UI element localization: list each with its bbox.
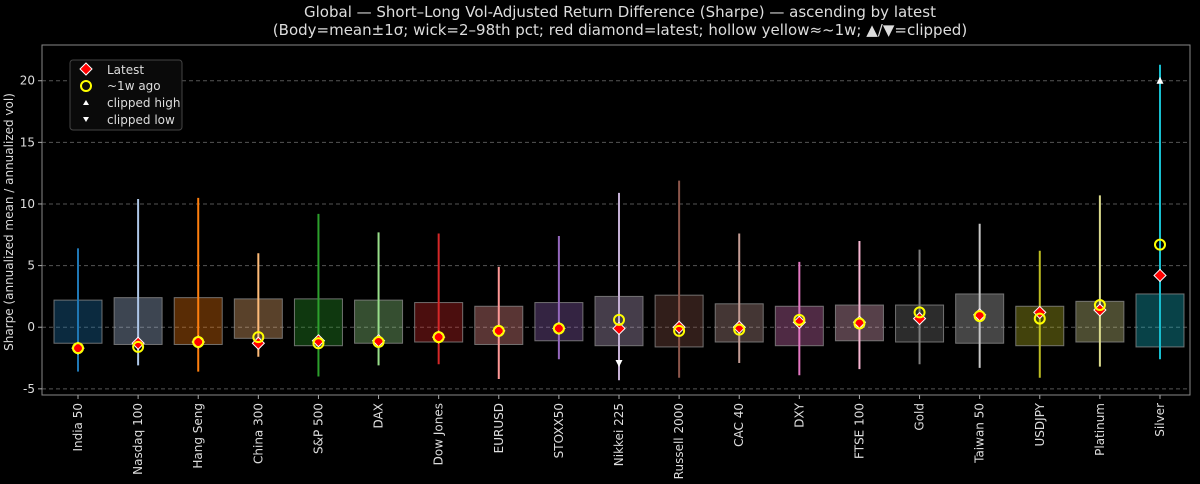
chart-title: Global — Short–Long Vol-Adjusted Return …	[304, 3, 936, 21]
category-group	[534, 236, 584, 360]
category-group	[1075, 195, 1125, 367]
latest-marker	[1153, 268, 1167, 283]
y-tick-label: 5	[27, 259, 35, 273]
category-group	[354, 232, 404, 366]
x-axis: India 50 Nasdaq 100 Hang Seng China 300 S&P …	[71, 395, 1167, 479]
legend-latest-label: Latest	[107, 63, 144, 77]
x-tick-label: FTSE 100	[852, 403, 866, 459]
week-ago-marker	[913, 306, 926, 319]
latest-marker	[672, 320, 686, 334]
x-tick-label: EURUSD	[492, 403, 506, 453]
category-group	[474, 266, 524, 379]
category-group	[233, 253, 283, 357]
legend-clipped-high-label: clipped high	[107, 96, 180, 110]
week-ago-marker	[192, 336, 205, 349]
category-group	[1015, 250, 1065, 378]
category-group	[955, 223, 1005, 368]
category-group	[714, 233, 764, 363]
y-tick-label: 10	[20, 197, 35, 211]
category-group	[1135, 64, 1185, 360]
category-group	[594, 192, 644, 381]
week-ago-marker	[492, 324, 505, 337]
clipped-low-marker	[615, 359, 623, 367]
category-group	[113, 199, 163, 366]
week-ago-marker	[552, 322, 565, 335]
x-tick-label: India 50	[71, 403, 85, 452]
x-tick-label: DAX	[372, 403, 386, 428]
x-tick-label: STOXX50	[552, 403, 566, 458]
x-tick-label: Taiwan 50	[973, 403, 987, 464]
week-ago-marker	[793, 313, 806, 326]
chart-subtitle: (Body=mean±1σ; wick=2–98th pct; red diam…	[273, 21, 967, 39]
chart-marks	[53, 64, 1185, 381]
x-tick-label: DXY	[792, 402, 806, 427]
clipped-high-marker	[1156, 76, 1164, 84]
y-tick-label: -5	[23, 382, 35, 396]
x-tick-label: Silver	[1153, 403, 1167, 437]
category-group	[834, 240, 884, 370]
week-ago-marker	[1093, 299, 1106, 312]
x-tick-label: USDJPY	[1033, 402, 1047, 446]
category-group	[173, 197, 223, 372]
latest-marker	[612, 321, 626, 336]
week-ago-marker	[72, 342, 84, 355]
week-ago-marker	[733, 323, 746, 336]
x-tick-label: Platinum	[1093, 403, 1107, 456]
category-group	[293, 213, 343, 377]
y-tick-label: 20	[20, 74, 35, 88]
week-ago-marker	[252, 331, 265, 344]
legend-clipped-high-icon	[83, 100, 89, 105]
y-tick-label: 0	[27, 320, 35, 334]
week-ago-marker	[132, 340, 145, 353]
x-tick-label: CAC 40	[732, 403, 746, 447]
week-ago-marker	[613, 313, 625, 326]
legend-clipped-low-icon	[83, 117, 89, 122]
x-tick-label: Nikkei 225	[612, 403, 626, 466]
x-tick-label: China 300	[251, 403, 265, 464]
week-ago-marker	[1033, 312, 1046, 325]
y-tick-label: 15	[20, 135, 35, 149]
x-tick-label: Dow Jones	[432, 403, 446, 465]
x-tick-label: Hang Seng	[191, 403, 205, 469]
category-group	[895, 249, 945, 365]
x-tick-label: Gold	[913, 403, 927, 431]
legend-clipped-low-label: clipped low	[107, 113, 175, 127]
legend: Latest ~1w ago clipped high clipped low	[69, 59, 183, 131]
week-ago-marker	[1154, 238, 1166, 251]
week-ago-marker	[372, 336, 385, 349]
week-ago-marker	[432, 331, 445, 344]
x-tick-label: Russell 2000	[672, 403, 686, 479]
legend-week-label: ~1w ago	[107, 79, 161, 93]
latest-marker	[131, 336, 145, 350]
week-ago-marker	[673, 324, 686, 337]
week-ago-marker	[312, 337, 325, 350]
category-group	[774, 261, 824, 376]
x-tick-label: Nasdaq 100	[131, 403, 145, 475]
category-group	[654, 180, 704, 378]
plot-frame	[41, 44, 1191, 396]
category-group	[414, 233, 464, 365]
week-ago-marker	[973, 310, 986, 323]
legend-latest-icon	[79, 62, 93, 76]
legend-week-icon	[80, 80, 92, 92]
y-axis-label: Sharpe (annualized mean / annualized vol…	[2, 93, 16, 351]
x-tick-label: S&P 500	[311, 403, 325, 454]
week-ago-marker	[853, 317, 866, 330]
y-axis: -5 0 5 10 15 20	[20, 74, 42, 396]
category-group	[53, 248, 103, 372]
